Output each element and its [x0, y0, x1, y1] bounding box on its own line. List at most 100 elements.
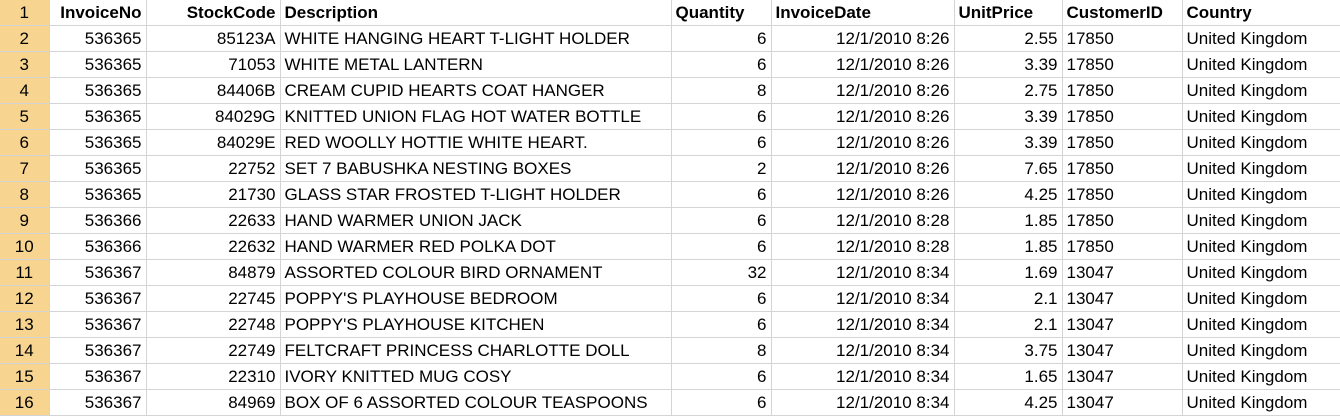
- cell-description[interactable]: GLASS STAR FROSTED T-LIGHT HOLDER: [280, 181, 672, 208]
- cell-stock-code[interactable]: 84029G: [146, 103, 281, 130]
- cell-quantity[interactable]: 6: [671, 51, 772, 78]
- cell-description[interactable]: HAND WARMER RED POLKA DOT: [280, 233, 672, 260]
- row-number[interactable]: 6: [0, 129, 50, 156]
- cell-quantity[interactable]: 6: [671, 129, 772, 156]
- cell-quantity[interactable]: 6: [671, 207, 772, 234]
- cell-invoice[interactable]: 536367: [49, 259, 147, 286]
- cell-description[interactable]: WHITE METAL LANTERN: [280, 51, 672, 78]
- cell-stock-code[interactable]: 84029E: [146, 129, 281, 156]
- cell-quantity[interactable]: 6: [671, 181, 772, 208]
- cell-unit-price[interactable]: 7.65: [954, 155, 1063, 182]
- cell-unit-price[interactable]: 3.39: [954, 129, 1063, 156]
- cell-quantity[interactable]: 6: [671, 363, 772, 390]
- header-cell-country[interactable]: Country: [1182, 0, 1340, 26]
- cell-description[interactable]: KNITTED UNION FLAG HOT WATER BOTTLE: [280, 103, 672, 130]
- header-cell-invoice[interactable]: InvoiceNo: [49, 0, 147, 26]
- cell-stock-code[interactable]: 22752: [146, 155, 281, 182]
- cell-customer-id[interactable]: 17850: [1062, 181, 1183, 208]
- header-cell-unit-price[interactable]: UnitPrice: [954, 0, 1063, 26]
- header-cell-quantity[interactable]: Quantity: [671, 0, 772, 26]
- cell-quantity[interactable]: 6: [671, 285, 772, 312]
- cell-invoice[interactable]: 536367: [49, 363, 147, 390]
- cell-description[interactable]: WHITE HANGING HEART T-LIGHT HOLDER: [280, 25, 672, 52]
- row-number[interactable]: 3: [0, 51, 50, 78]
- cell-unit-price[interactable]: 4.25: [954, 389, 1063, 416]
- cell-unit-price[interactable]: 4.25: [954, 181, 1063, 208]
- header-cell-description[interactable]: Description: [280, 0, 672, 26]
- cell-stock-code[interactable]: 71053: [146, 51, 281, 78]
- cell-country[interactable]: United Kingdom: [1182, 103, 1340, 130]
- row-number[interactable]: 2: [0, 25, 50, 52]
- cell-description[interactable]: CREAM CUPID HEARTS COAT HANGER: [280, 77, 672, 104]
- cell-country[interactable]: United Kingdom: [1182, 207, 1340, 234]
- cell-customer-id[interactable]: 17850: [1062, 77, 1183, 104]
- cell-stock-code[interactable]: 22632: [146, 233, 281, 260]
- cell-quantity[interactable]: 6: [671, 25, 772, 52]
- cell-country[interactable]: United Kingdom: [1182, 129, 1340, 156]
- row-number[interactable]: 10: [0, 233, 50, 260]
- cell-country[interactable]: United Kingdom: [1182, 51, 1340, 78]
- cell-country[interactable]: United Kingdom: [1182, 233, 1340, 260]
- cell-quantity[interactable]: 8: [671, 337, 772, 364]
- cell-invoice-date[interactable]: 12/1/2010 8:28: [771, 233, 955, 260]
- cell-description[interactable]: IVORY KNITTED MUG COSY: [280, 363, 672, 390]
- cell-stock-code[interactable]: 22745: [146, 285, 281, 312]
- cell-invoice[interactable]: 536365: [49, 155, 147, 182]
- cell-invoice[interactable]: 536365: [49, 77, 147, 104]
- cell-stock-code[interactable]: 22310: [146, 363, 281, 390]
- cell-country[interactable]: United Kingdom: [1182, 181, 1340, 208]
- cell-invoice-date[interactable]: 12/1/2010 8:34: [771, 259, 955, 286]
- row-number[interactable]: 9: [0, 207, 50, 234]
- cell-stock-code[interactable]: 84969: [146, 389, 281, 416]
- cell-invoice[interactable]: 536367: [49, 285, 147, 312]
- cell-unit-price[interactable]: 1.65: [954, 363, 1063, 390]
- cell-customer-id[interactable]: 13047: [1062, 259, 1183, 286]
- cell-quantity[interactable]: 2: [671, 155, 772, 182]
- cell-country[interactable]: United Kingdom: [1182, 155, 1340, 182]
- cell-unit-price[interactable]: 1.85: [954, 233, 1063, 260]
- cell-invoice-date[interactable]: 12/1/2010 8:34: [771, 363, 955, 390]
- cell-country[interactable]: United Kingdom: [1182, 259, 1340, 286]
- cell-customer-id[interactable]: 13047: [1062, 311, 1183, 338]
- header-cell-customer-id[interactable]: CustomerID: [1062, 0, 1183, 26]
- cell-country[interactable]: United Kingdom: [1182, 77, 1340, 104]
- cell-customer-id[interactable]: 17850: [1062, 233, 1183, 260]
- cell-customer-id[interactable]: 13047: [1062, 363, 1183, 390]
- cell-country[interactable]: United Kingdom: [1182, 25, 1340, 52]
- cell-unit-price[interactable]: 2.1: [954, 285, 1063, 312]
- row-number[interactable]: 16: [0, 389, 50, 416]
- cell-quantity[interactable]: 32: [671, 259, 772, 286]
- cell-invoice[interactable]: 536365: [49, 51, 147, 78]
- cell-description[interactable]: POPPY'S PLAYHOUSE KITCHEN: [280, 311, 672, 338]
- cell-invoice-date[interactable]: 12/1/2010 8:26: [771, 77, 955, 104]
- cell-customer-id[interactable]: 17850: [1062, 155, 1183, 182]
- cell-country[interactable]: United Kingdom: [1182, 363, 1340, 390]
- cell-description[interactable]: POPPY'S PLAYHOUSE BEDROOM: [280, 285, 672, 312]
- cell-description[interactable]: FELTCRAFT PRINCESS CHARLOTTE DOLL: [280, 337, 672, 364]
- row-number[interactable]: 15: [0, 363, 50, 390]
- row-number[interactable]: 5: [0, 103, 50, 130]
- row-number[interactable]: 7: [0, 155, 50, 182]
- cell-description[interactable]: SET 7 BABUSHKA NESTING BOXES: [280, 155, 672, 182]
- cell-description[interactable]: ASSORTED COLOUR BIRD ORNAMENT: [280, 259, 672, 286]
- row-number[interactable]: 4: [0, 77, 50, 104]
- cell-country[interactable]: United Kingdom: [1182, 285, 1340, 312]
- cell-quantity[interactable]: 8: [671, 77, 772, 104]
- cell-stock-code[interactable]: 85123A: [146, 25, 281, 52]
- cell-invoice-date[interactable]: 12/1/2010 8:34: [771, 389, 955, 416]
- cell-customer-id[interactable]: 13047: [1062, 337, 1183, 364]
- cell-customer-id[interactable]: 17850: [1062, 207, 1183, 234]
- cell-unit-price[interactable]: 1.69: [954, 259, 1063, 286]
- cell-invoice[interactable]: 536365: [49, 25, 147, 52]
- cell-quantity[interactable]: 6: [671, 389, 772, 416]
- cell-invoice-date[interactable]: 12/1/2010 8:26: [771, 155, 955, 182]
- cell-invoice-date[interactable]: 12/1/2010 8:34: [771, 311, 955, 338]
- cell-invoice-date[interactable]: 12/1/2010 8:34: [771, 337, 955, 364]
- cell-unit-price[interactable]: 3.75: [954, 337, 1063, 364]
- cell-stock-code[interactable]: 22748: [146, 311, 281, 338]
- row-number[interactable]: 1: [0, 0, 50, 26]
- cell-customer-id[interactable]: 17850: [1062, 129, 1183, 156]
- cell-description[interactable]: BOX OF 6 ASSORTED COLOUR TEASPOONS: [280, 389, 672, 416]
- row-number[interactable]: 8: [0, 181, 50, 208]
- header-cell-stock[interactable]: StockCode: [146, 0, 281, 26]
